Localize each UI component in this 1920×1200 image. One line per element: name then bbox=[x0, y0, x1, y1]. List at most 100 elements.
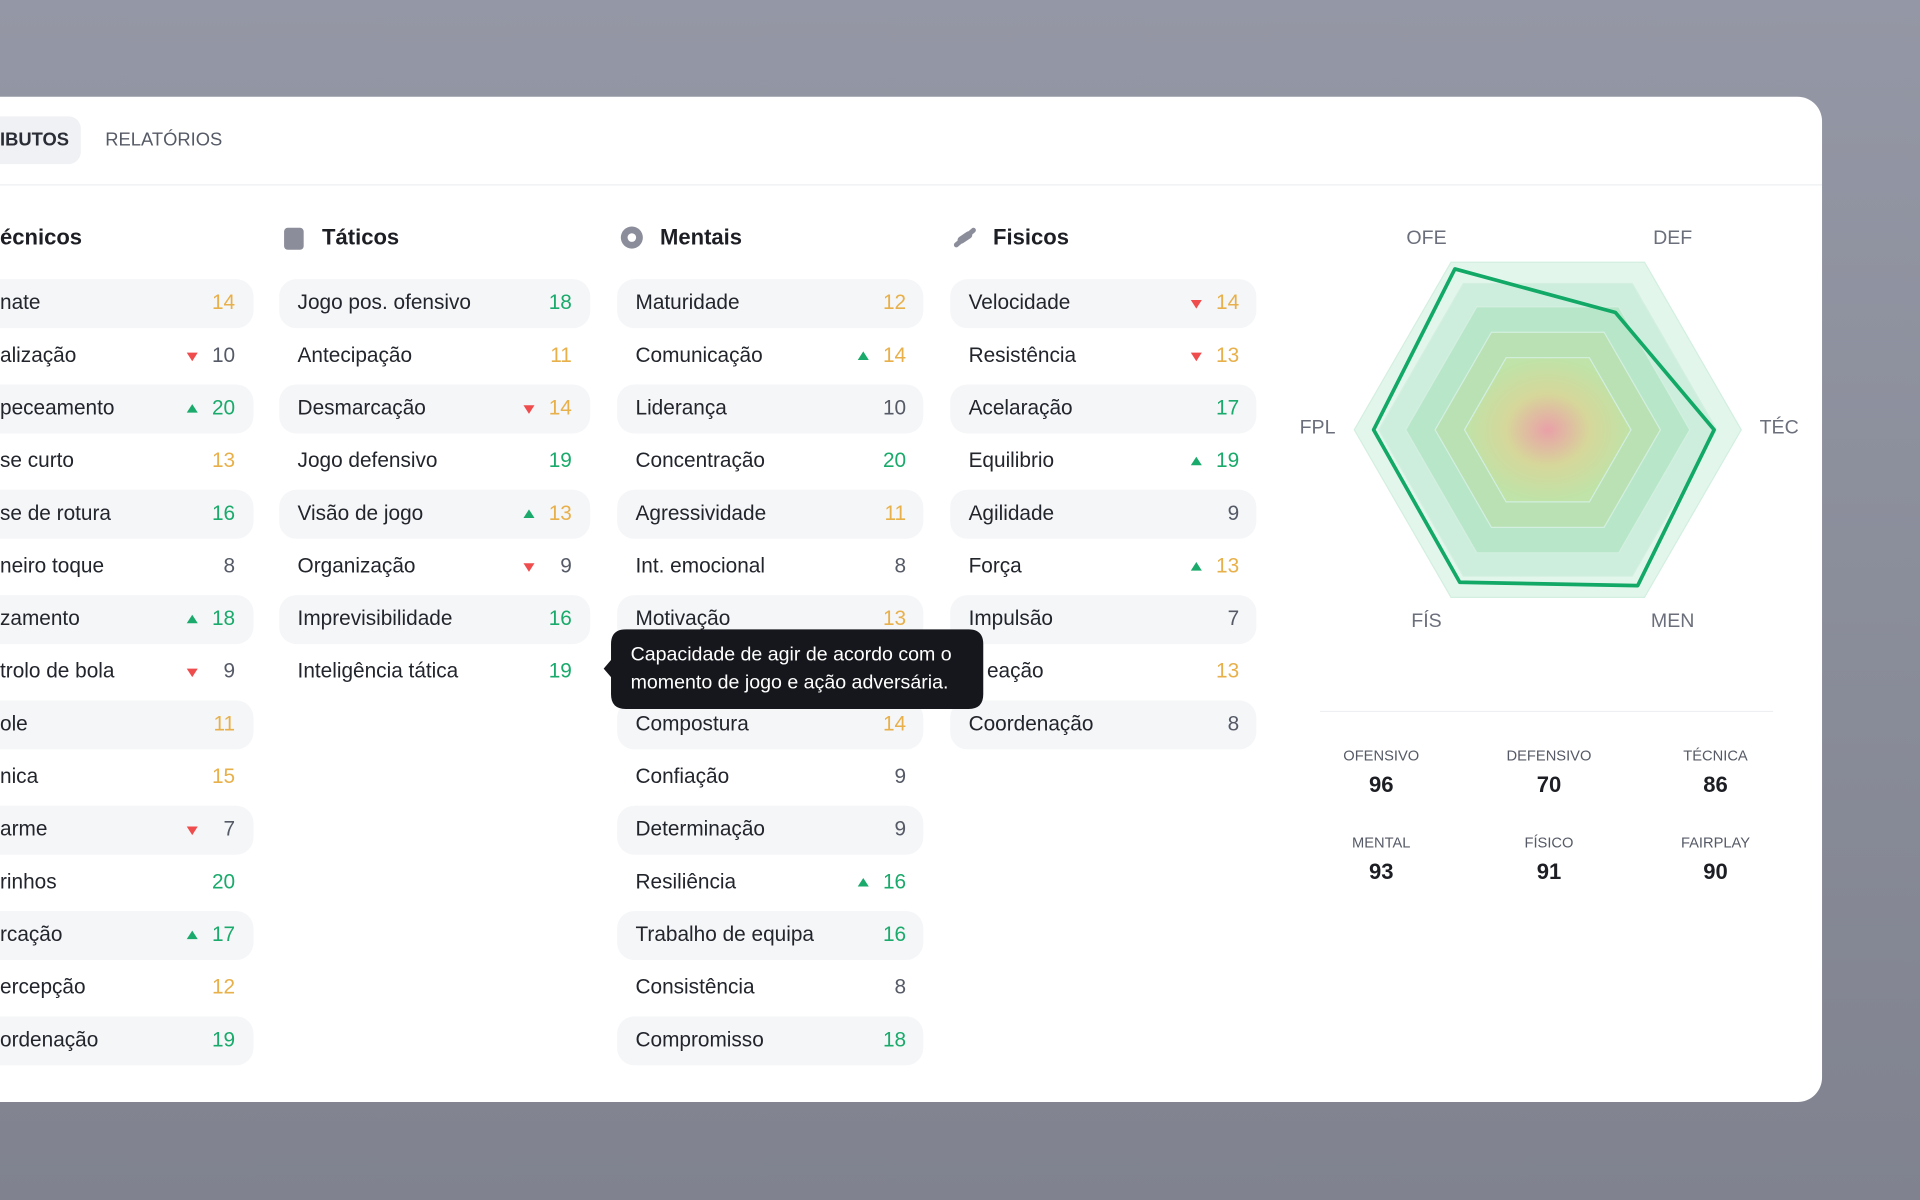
attribute-label: se de rotura bbox=[0, 502, 111, 525]
radar-axis-label: DEF bbox=[1653, 227, 1692, 249]
attribute-label: se curto bbox=[0, 449, 74, 472]
attribute-value: 10 bbox=[212, 344, 235, 367]
attribute-label: peceamento bbox=[0, 396, 114, 419]
stat-label: DEFENSIVO bbox=[1507, 749, 1592, 765]
row-background bbox=[279, 279, 591, 329]
stat-value: 86 bbox=[1703, 772, 1728, 797]
trend-up bbox=[1190, 562, 1202, 571]
stat-value: 70 bbox=[1537, 772, 1562, 797]
attribute-value: 10 bbox=[883, 396, 906, 419]
attribute-label: trolo de bola bbox=[0, 660, 115, 683]
trend-up bbox=[523, 509, 535, 518]
attribute-label: Desmarcação bbox=[298, 396, 426, 419]
attribute-value: 19 bbox=[549, 660, 572, 683]
attribute-value: 18 bbox=[883, 1028, 906, 1051]
attribute-value: 15 bbox=[212, 765, 235, 788]
physical-icon bbox=[953, 227, 976, 248]
row-background bbox=[0, 279, 254, 329]
attribute-value: 19 bbox=[1216, 449, 1239, 472]
tab[interactable]: RELATÓRIOS bbox=[105, 129, 222, 150]
attribute-value: 7 bbox=[1228, 607, 1240, 630]
radar-axis-label: TÉC bbox=[1760, 416, 1799, 439]
attribute-value: 9 bbox=[560, 554, 572, 577]
attribute-value: 13 bbox=[1216, 660, 1239, 683]
attribute-label: Resiliência bbox=[636, 870, 737, 893]
attribute-value: 20 bbox=[212, 396, 235, 419]
attribute-value: 11 bbox=[214, 712, 236, 735]
attribute-value: 14 bbox=[1216, 291, 1239, 314]
stat-label: OFENSIVO bbox=[1343, 749, 1419, 765]
row-background bbox=[617, 1016, 924, 1066]
player-profile bbox=[1371, 267, 1716, 588]
attribute-label: alização bbox=[0, 344, 76, 367]
trend-down bbox=[523, 563, 535, 572]
attribute-label: Jogo defensivo bbox=[298, 449, 438, 472]
attribute-label: Antecipação bbox=[298, 344, 412, 367]
attribute-value: 12 bbox=[212, 976, 235, 999]
attribute-label: ordenação bbox=[0, 1028, 98, 1051]
attribute-label: Visão de jogo bbox=[298, 502, 424, 525]
attribute-value: 16 bbox=[883, 923, 906, 946]
attribute-value: 13 bbox=[212, 449, 235, 472]
attribute-label: Compromisso bbox=[636, 1028, 764, 1051]
tab[interactable]: IBUTOS bbox=[0, 129, 69, 150]
attribute-label: rinhos bbox=[0, 870, 57, 893]
row-background bbox=[950, 279, 1257, 329]
attribute-value: 13 bbox=[1216, 344, 1239, 367]
row-background bbox=[617, 279, 924, 329]
trend-down bbox=[1190, 300, 1202, 309]
attribute-label: Equilibrio bbox=[969, 449, 1055, 472]
attribute-value: 16 bbox=[212, 502, 235, 525]
attribute-label: arme bbox=[0, 818, 47, 841]
attribute-value: 20 bbox=[212, 870, 235, 893]
radar-axis-label: MEN bbox=[1651, 610, 1695, 632]
attribute-value: 11 bbox=[550, 344, 572, 367]
row-background bbox=[950, 384, 1257, 434]
attribute-value: 9 bbox=[224, 660, 236, 683]
stat-label: TÉCNICA bbox=[1683, 748, 1748, 765]
row-background bbox=[950, 700, 1257, 750]
attribute-value: 12 bbox=[883, 291, 906, 314]
trend-down bbox=[1190, 352, 1202, 362]
attribute-value: 14 bbox=[883, 344, 906, 367]
row-background bbox=[0, 911, 254, 960]
tooltip bbox=[603, 629, 984, 709]
active-tab[interactable] bbox=[0, 116, 81, 165]
trend-up bbox=[186, 404, 198, 413]
attribute-value: 9 bbox=[1228, 502, 1240, 525]
attribute-value: 19 bbox=[212, 1028, 235, 1051]
row-background bbox=[617, 700, 924, 750]
radar-axis-label: FPL bbox=[1300, 417, 1336, 439]
attribute-label: eação bbox=[987, 660, 1044, 683]
trend-up bbox=[857, 351, 869, 360]
attribute-label: Coordenação bbox=[969, 712, 1094, 735]
stat-value: 93 bbox=[1369, 859, 1394, 884]
row-background bbox=[279, 595, 591, 645]
row-background bbox=[0, 805, 254, 855]
trend-up bbox=[186, 930, 198, 940]
attribute-label: Imprevisibilidade bbox=[298, 607, 453, 630]
attribute-value: 8 bbox=[895, 554, 907, 577]
stat-label: FAIRPLAY bbox=[1681, 836, 1750, 852]
trend-down bbox=[523, 405, 535, 414]
attribute-label: Inteligência tática bbox=[298, 660, 459, 683]
attribute-label: Organização bbox=[298, 554, 416, 577]
stat-value: 91 bbox=[1537, 859, 1562, 884]
attribute-value: 17 bbox=[212, 923, 235, 946]
row-background bbox=[617, 911, 924, 960]
attribute-label: ole bbox=[0, 712, 28, 735]
stat-value: 96 bbox=[1369, 772, 1394, 797]
attribute-value: 9 bbox=[895, 765, 907, 788]
row-background bbox=[279, 489, 591, 539]
tactics-icon bbox=[284, 227, 304, 250]
attribute-value: 14 bbox=[549, 396, 572, 419]
row-background bbox=[617, 384, 924, 434]
attribute-label: Concentração bbox=[636, 449, 765, 472]
attribute-label: Trabalho de equipa bbox=[636, 923, 815, 946]
radar-axis-label: OFE bbox=[1406, 227, 1446, 249]
attribute-value: 9 bbox=[895, 818, 907, 841]
trend-up bbox=[857, 877, 869, 887]
tooltip-text: momento de jogo e ação adversária. bbox=[631, 671, 949, 693]
